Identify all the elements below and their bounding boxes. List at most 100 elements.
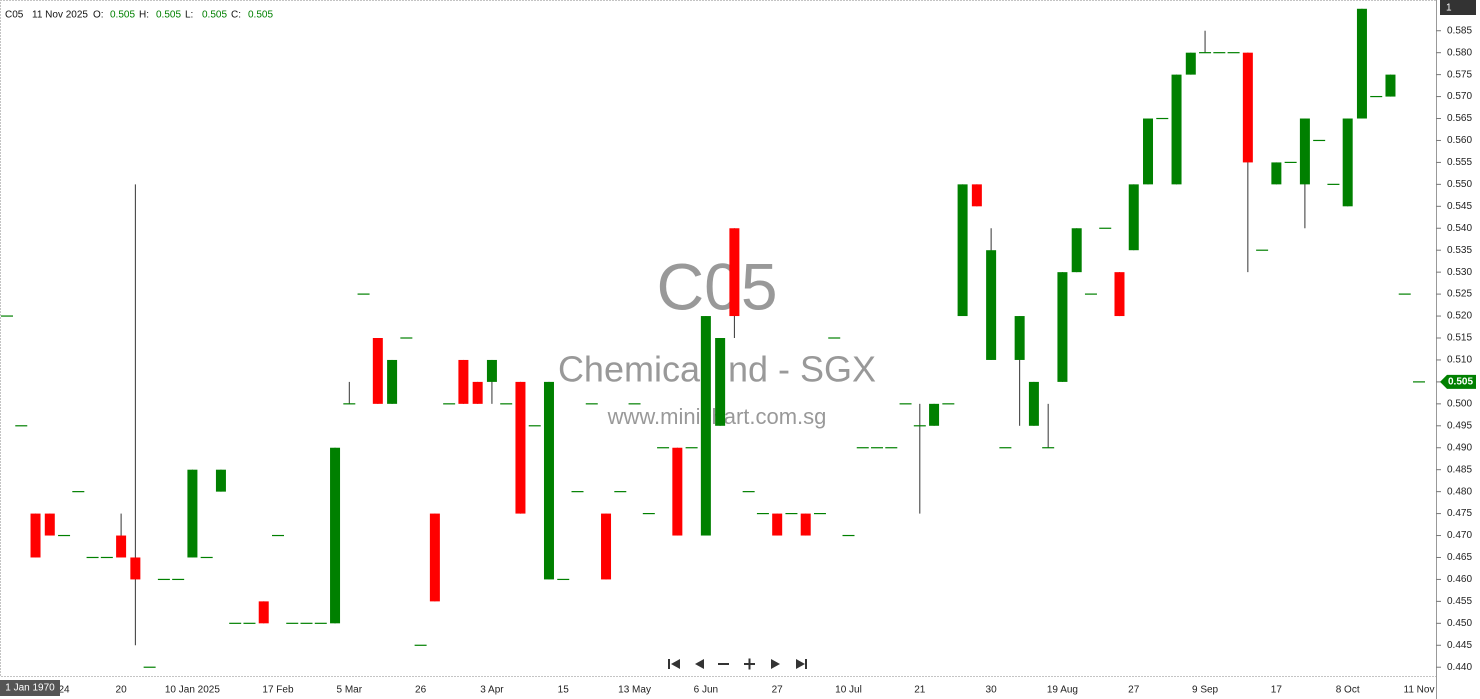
y-tick-label: 0.440 <box>1447 662 1472 673</box>
x-tick-label: 17 <box>1271 685 1283 696</box>
nav-next[interactable] <box>771 659 780 669</box>
legend-value: 0.505 <box>202 10 227 21</box>
x-tick-label: 11 Nov <box>1404 685 1435 696</box>
x-tick-label: 10 Jan 2025 <box>165 685 220 696</box>
x-tick-label: 10 Jul <box>835 685 862 696</box>
x-tick-label: 15 <box>558 685 570 696</box>
y-tick-label: 0.585 <box>1447 25 1472 36</box>
candle-body <box>1185 52 1196 75</box>
last-price-label: 0.505 <box>1448 377 1473 388</box>
x-tick-label: 5 Mar <box>337 685 363 696</box>
y-tick-label: 0.560 <box>1447 135 1472 146</box>
y-axis: 0.440 0.445 0.450 0.455 0.460 0.465 0.470 0.475… <box>1436 25 1472 673</box>
candle-body <box>729 228 740 317</box>
candle-body <box>715 338 726 426</box>
y-tick-label: 0.475 <box>1447 508 1472 519</box>
interval-box <box>1440 0 1476 15</box>
legend-value: 0.505 <box>248 10 273 21</box>
y-tick-label: 0.495 <box>1447 420 1472 431</box>
legend-label: H: <box>139 10 149 21</box>
x-tick-label: 20 <box>116 685 128 696</box>
candle-body <box>1385 74 1396 97</box>
candle-body <box>44 513 55 536</box>
y-tick-label: 0.515 <box>1447 333 1472 344</box>
x-tick-label: 26 <box>415 685 427 696</box>
y-tick-label: 0.445 <box>1447 640 1472 651</box>
ohlc-legend: O: 0.505 H: 0.505 L: 0.505 C: 0.505 <box>93 10 273 21</box>
x-tick-label: 17 Feb <box>262 685 294 696</box>
candle-body <box>515 381 526 514</box>
candle-body <box>372 338 383 404</box>
y-tick-label: 0.555 <box>1447 157 1472 168</box>
interval: 1 <box>1446 3 1452 14</box>
y-tick-label: 0.540 <box>1447 223 1472 234</box>
candle-body <box>929 403 940 426</box>
y-tick-label: 0.570 <box>1447 91 1472 102</box>
x-tick-label: 8 Oct <box>1336 685 1360 696</box>
candle-body <box>1143 118 1154 185</box>
legend-value: 0.505 <box>110 10 135 21</box>
candle-body <box>800 513 811 536</box>
candle-body <box>1071 228 1082 273</box>
symbol: C05 <box>5 10 24 21</box>
candle-body <box>672 447 683 536</box>
candle-body <box>986 250 997 360</box>
candle-body <box>1299 118 1310 185</box>
y-tick-label: 0.460 <box>1447 574 1472 585</box>
candle-body <box>1271 162 1282 185</box>
y-tick-label: 0.450 <box>1447 618 1472 629</box>
legend-label: L: <box>185 10 193 21</box>
candle-body <box>1028 381 1039 426</box>
nav-prev[interactable] <box>695 659 704 669</box>
legend-label: C: <box>231 10 241 21</box>
nav-last[interactable] <box>796 659 807 669</box>
nav-zoom-in[interactable] <box>744 658 755 670</box>
x-axis: 24 20 10 Jan 2025 17 Feb 5 Mar 26 3 Apr 15 13 Ma… <box>58 685 1434 696</box>
legend-value: 0.505 <box>156 10 181 21</box>
candle-body <box>30 513 41 558</box>
y-tick-label: 0.500 <box>1447 398 1472 409</box>
y-tick-label: 0.465 <box>1447 552 1472 563</box>
x-tick-label: 30 <box>986 685 998 696</box>
candle-body <box>1342 118 1353 207</box>
candle-body <box>957 184 968 317</box>
y-tick-label: 0.580 <box>1447 47 1472 58</box>
x-tick-label: 6 Jun <box>694 685 718 696</box>
y-tick-label: 0.565 <box>1447 113 1472 124</box>
nav-zoom-out[interactable] <box>718 663 729 665</box>
candle-body <box>429 513 440 602</box>
y-tick-label: 0.535 <box>1447 245 1472 256</box>
candle-body <box>1014 316 1025 360</box>
candle-body <box>215 469 226 492</box>
y-tick-label: 0.455 <box>1447 596 1472 607</box>
candle-body <box>772 513 783 536</box>
candle-body <box>1057 272 1068 382</box>
candle-body <box>486 359 497 382</box>
candles <box>1 8 1425 668</box>
y-tick-label: 0.490 <box>1447 442 1472 453</box>
date: 11 Nov 2025 <box>32 10 88 21</box>
y-tick-label: 0.470 <box>1447 530 1472 541</box>
nav-first[interactable] <box>668 659 680 669</box>
candle-body <box>1356 8 1367 119</box>
candle-body <box>187 469 198 558</box>
cursor-date-box <box>0 680 60 696</box>
x-tick-label: 24 <box>58 685 70 696</box>
x-tick-label: 9 Sep <box>1192 685 1219 696</box>
navigation <box>668 658 807 670</box>
y-tick-label: 0.525 <box>1447 289 1472 300</box>
candle-body <box>1114 272 1125 317</box>
y-tick-label: 0.520 <box>1447 311 1472 322</box>
candle-body <box>601 513 612 580</box>
cursor-date: 1 Jan 1970 <box>5 683 55 694</box>
candle-body <box>458 359 469 404</box>
candle-body <box>700 316 711 536</box>
y-tick-label: 0.480 <box>1447 486 1472 497</box>
candle-body <box>116 535 127 558</box>
candle-body <box>387 359 398 404</box>
x-tick-label: 13 May <box>618 685 651 696</box>
y-tick-label: 0.510 <box>1447 355 1472 366</box>
y-tick-label: 0.545 <box>1447 201 1472 212</box>
candle-body <box>543 381 554 580</box>
candle-body <box>1128 184 1139 251</box>
